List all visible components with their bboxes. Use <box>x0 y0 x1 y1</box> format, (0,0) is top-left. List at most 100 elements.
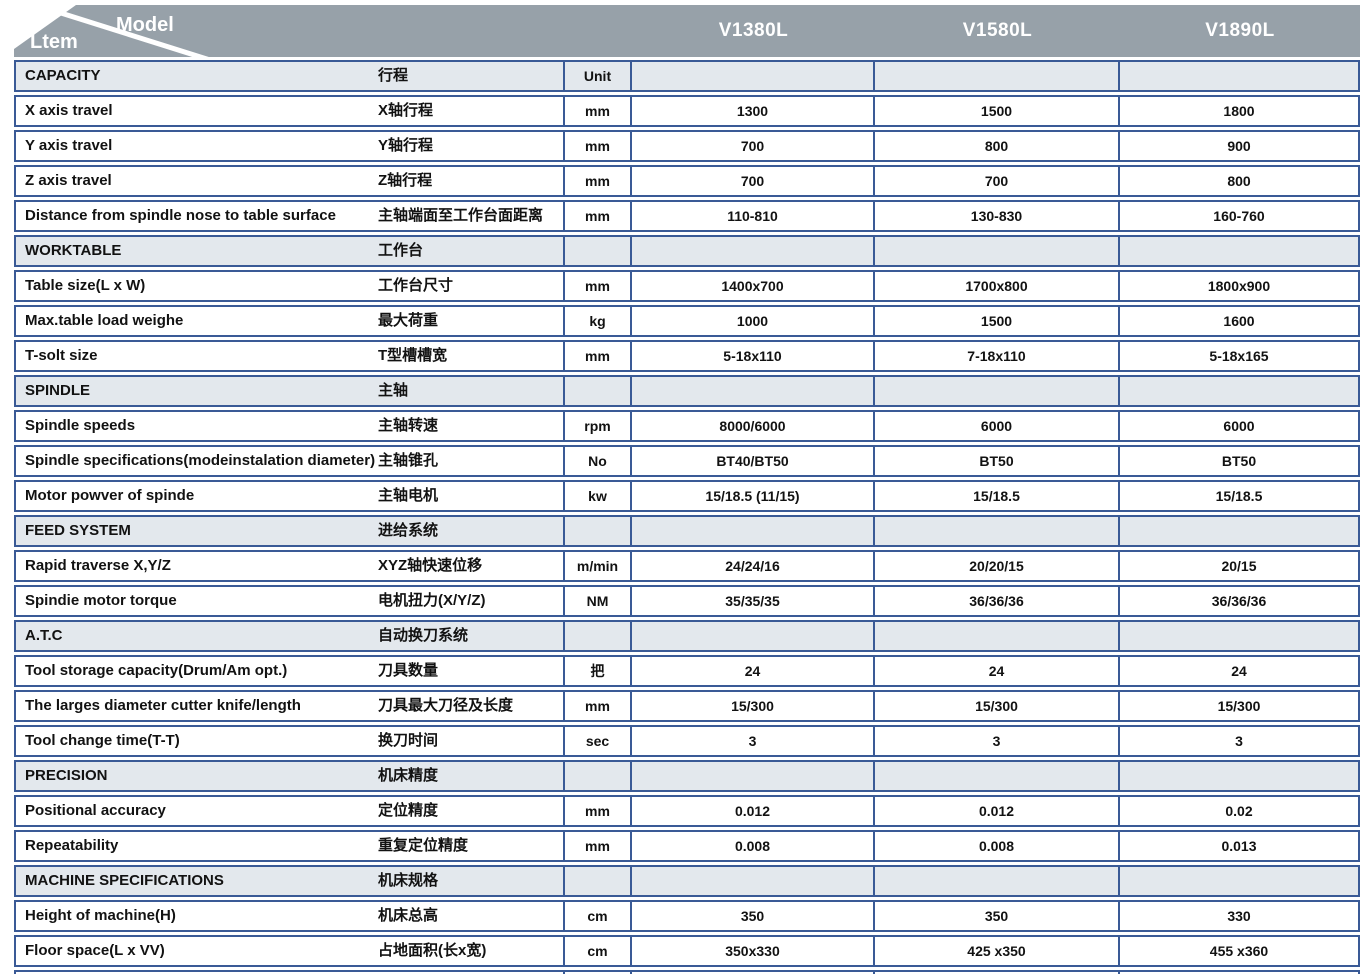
spec-value-v1890l: 24 <box>1120 655 1360 687</box>
section-empty-cell <box>875 515 1120 547</box>
section-empty-cell <box>1120 515 1360 547</box>
diagonal-divider-icon <box>14 5 209 57</box>
table-row: Spindle speeds 主轴转速 rpm 8000/6000 6000 6000 <box>14 410 1360 442</box>
spec-value-v1580l: 24 <box>875 655 1120 687</box>
model-column-v1890l: V1890L <box>1120 5 1360 57</box>
spec-unit: mm <box>565 340 632 372</box>
spec-value-v1890l: 3 <box>1120 725 1360 757</box>
spec-label-cn: 刀具数量 <box>378 655 565 687</box>
table-row: The larges diameter cutter knife/length 刀… <box>14 690 1360 722</box>
spec-unit: cm <box>565 900 632 932</box>
spec-label-cn: 定位精度 <box>378 795 565 827</box>
spec-value-v1580l: 20/20/15 <box>875 550 1120 582</box>
table-row: Tool change time(T-T) 换刀时间 sec 3 3 3 <box>14 725 1360 757</box>
section-empty-cell <box>632 60 875 92</box>
spec-label-cn: 重复定位精度 <box>378 830 565 862</box>
section-title-cn: 主轴 <box>378 375 565 407</box>
corner-header-cell: Model Ltem <box>14 5 632 57</box>
spec-value-v1580l: 1500 <box>875 305 1120 337</box>
spec-label-en: X axis travel <box>14 95 378 127</box>
spec-value-v1380l: 1400x700 <box>632 270 875 302</box>
spec-value-v1890l: 15/300 <box>1120 690 1360 722</box>
table-row: Positional accuracy 定位精度 mm 0.012 0.012 0.02 <box>14 795 1360 827</box>
spec-value-v1380l: 1000 <box>632 305 875 337</box>
spec-label-cn: 机床重量(净重/毛重) <box>378 970 565 974</box>
spec-unit: mm <box>565 200 632 232</box>
section-empty-cell <box>1120 235 1360 267</box>
spec-label-cn: X轴行程 <box>378 95 565 127</box>
spec-label-cn: 电机扭力(X/Y/Z) <box>378 585 565 617</box>
spec-label-en: Motor powver of spinde <box>14 480 378 512</box>
spec-value-v1380l: 1300 <box>632 95 875 127</box>
table-row: Height of machine(H) 机床总高 cm 350 350 330 <box>14 900 1360 932</box>
spec-unit: rpm <box>565 410 632 442</box>
table-row: Motor powver of spinde 主轴电机 kw 15/18.5 (11/… <box>14 480 1360 512</box>
spec-unit: mm <box>565 270 632 302</box>
section-empty-cell <box>1120 760 1360 792</box>
spec-value-v1890l: 330 <box>1120 900 1360 932</box>
spec-value-v1890l: 6000 <box>1120 410 1360 442</box>
spec-value-v1580l: 12/13 <box>875 970 1120 974</box>
section-empty-cell <box>632 760 875 792</box>
spec-unit: mm <box>565 795 632 827</box>
section-empty-cell <box>632 515 875 547</box>
spec-value-v1580l: BT50 <box>875 445 1120 477</box>
section-unit-label <box>565 515 632 547</box>
spec-value-v1580l: 350 <box>875 900 1120 932</box>
table-row: Spindie motor torque 电机扭力(X/Y/Z) NM 35/35/3… <box>14 585 1360 617</box>
corner-diagonal-cell: Model Ltem <box>14 5 632 57</box>
section-empty-cell <box>632 620 875 652</box>
corner-label-item: Ltem <box>30 31 78 53</box>
spec-value-v1380l: 700 <box>632 165 875 197</box>
spec-value-v1890l: 900 <box>1120 130 1360 162</box>
spec-value-v1580l: 700 <box>875 165 1120 197</box>
spec-value-v1380l: 3 <box>632 725 875 757</box>
spec-value-v1380l: 110-810 <box>632 200 875 232</box>
spec-label-cn: 主轴电机 <box>378 480 565 512</box>
section-title-en: SPINDLE <box>14 375 378 407</box>
section-empty-cell <box>632 235 875 267</box>
spec-value-v1380l: 15/18.5 (11/15) <box>632 480 875 512</box>
spec-label-en: Y axis travel <box>14 130 378 162</box>
section-unit-label <box>565 375 632 407</box>
table-row: Table size(L x W) 工作台尺寸 mm 1400x700 1700x800… <box>14 270 1360 302</box>
spec-value-v1890l: 36/36/36 <box>1120 585 1360 617</box>
spec-value-v1890l: 0.02 <box>1120 795 1360 827</box>
spec-unit: mm <box>565 165 632 197</box>
spec-value-v1890l: 1800x900 <box>1120 270 1360 302</box>
spec-value-v1890l: 13/15 <box>1120 970 1360 974</box>
spec-value-v1580l: 36/36/36 <box>875 585 1120 617</box>
section-title-en: CAPACITY <box>14 60 378 92</box>
spec-value-v1380l: 24/24/16 <box>632 550 875 582</box>
model-column-v1580l: V1580L <box>875 5 1120 57</box>
table-row: Z axis travel Z轴行程 mm 700 700 800 <box>14 165 1360 197</box>
spec-label-cn: T型槽槽宽 <box>378 340 565 372</box>
section-title-cn: 机床规格 <box>378 865 565 897</box>
spec-value-v1380l: 5-18x110 <box>632 340 875 372</box>
section-unit-label <box>565 760 632 792</box>
section-unit-label <box>565 865 632 897</box>
section-empty-cell <box>1120 620 1360 652</box>
spec-unit: mm <box>565 690 632 722</box>
spec-label-en: Z axis travel <box>14 165 378 197</box>
spec-label-en: Table size(L x W) <box>14 270 378 302</box>
spec-unit: mm <box>565 830 632 862</box>
spec-value-v1890l: 800 <box>1120 165 1360 197</box>
table-row: Max.table load weighe 最大荷重 kg 1000 1500 1600 <box>14 305 1360 337</box>
spec-label-en: Positional accuracy <box>14 795 378 827</box>
corner-label-model: Model <box>116 14 174 36</box>
table-row: Floor space(L x VV) 占地面积(长x宽) cm 350x330 425… <box>14 935 1360 967</box>
spec-unit: cm <box>565 935 632 967</box>
spec-value-v1580l: 0.008 <box>875 830 1120 862</box>
spec-value-v1890l: 1800 <box>1120 95 1360 127</box>
section-title-cn: 自动换刀系统 <box>378 620 565 652</box>
spec-label-cn: 最大荷重 <box>378 305 565 337</box>
model-column-v1380l: V1380L <box>632 5 875 57</box>
section-header-row: A.T.C 自动换刀系统 <box>14 620 1360 652</box>
section-header-row: WORKTABLE 工作台 <box>14 235 1360 267</box>
spec-value-v1580l: 0.012 <box>875 795 1120 827</box>
spec-label-en: Distance from spindle nose to table surf… <box>14 200 378 232</box>
table-row: Y axis travel Y轴行程 mm 700 800 900 <box>14 130 1360 162</box>
spec-value-v1380l: 8000/6000 <box>632 410 875 442</box>
spec-label-en: T-solt size <box>14 340 378 372</box>
